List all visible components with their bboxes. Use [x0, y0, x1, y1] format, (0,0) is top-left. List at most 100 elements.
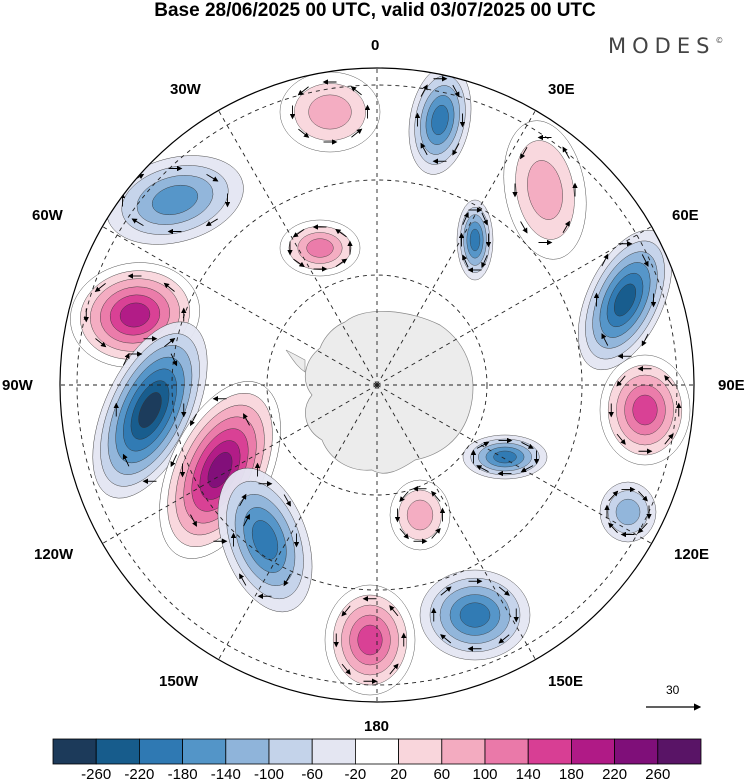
anomaly-pos-inner-160e [389, 479, 451, 551]
meridian-line [376, 384, 652, 544]
colorbar-swatch [138, 738, 183, 765]
graticule [60, 68, 694, 702]
colorbar-swatch [527, 738, 572, 765]
wind-arrow [239, 573, 247, 586]
colorbar-tick-label: -220 [124, 766, 155, 783]
wind-arrow [341, 663, 351, 675]
wind-arrow [462, 254, 469, 268]
lon-label-120w: 120W [34, 546, 74, 563]
wind-arrow [122, 453, 130, 467]
colorbar-swatch [268, 738, 313, 765]
brand-logo: MODES© [608, 34, 724, 58]
wind-arrow [498, 586, 510, 596]
colorbar-swatch [225, 738, 270, 765]
wind-arrow [452, 143, 460, 156]
wind-arrow [440, 586, 452, 596]
meridian-line [376, 110, 536, 386]
wind-arrow [440, 634, 452, 644]
colorbar-swatch [52, 738, 97, 765]
wind-arrow [562, 146, 570, 159]
wind-arrow [94, 283, 106, 293]
wind-arrow [608, 522, 618, 533]
colorbar-tick-label: -260 [81, 766, 112, 783]
wind-arrow [664, 433, 674, 445]
colorbar-swatch [95, 738, 140, 765]
anomaly-neg-60e [577, 229, 673, 371]
wind-arrow [350, 86, 362, 96]
map-border [59, 67, 695, 703]
wind-arrow [341, 605, 351, 617]
wind-arrow [399, 491, 409, 503]
colorbar-tick-label: -140 [210, 766, 241, 783]
colorbar-tick-label: 260 [645, 766, 671, 783]
wind-arrow [122, 352, 130, 366]
colorbar-swatch [441, 738, 486, 765]
colorbar-tick-label: -100 [253, 766, 285, 783]
map-title: Base 28/06/2025 00 UTC, valid 03/07/2025… [154, 0, 596, 21]
colorbar-swatch [354, 738, 399, 765]
wind-arrow [452, 84, 460, 98]
lon-label-120e: 120E [674, 546, 710, 563]
wind-arrow [335, 258, 348, 267]
wind-arrow [481, 212, 488, 226]
anomaly-neg-100w [92, 321, 208, 499]
meridian-line [218, 384, 378, 660]
lon-label-180: 180 [364, 718, 390, 735]
wind-arrow [637, 522, 648, 534]
wind-arrow [170, 454, 178, 468]
wind-arrow [476, 465, 489, 473]
wind-arrow [641, 333, 649, 347]
lon-label-30w: 30W [170, 81, 201, 98]
wind-arrow [298, 128, 310, 138]
antarctica-landmass [285, 310, 474, 474]
wind-arrow [292, 229, 305, 238]
colorbar-tick-label: 20 [390, 766, 407, 783]
wind-arrow [335, 228, 347, 238]
wind-arrow [431, 527, 441, 539]
wind-arrow [243, 513, 250, 527]
colorbar-tick-label: -180 [167, 766, 198, 783]
anomaly-pos-atlantic [279, 71, 381, 153]
meridian-line [102, 384, 378, 544]
wind-arrow [190, 514, 197, 527]
anomaly-pos-90e [599, 354, 691, 466]
wind-arrow [420, 142, 428, 156]
wind-arrow [520, 147, 528, 160]
colorbar-swatch [484, 738, 529, 765]
wind-arrow [562, 220, 570, 233]
wind-arrow [389, 663, 399, 675]
lon-label-150w: 150W [159, 673, 199, 690]
anomaly-pos-175e [324, 584, 416, 696]
lon-label-150e: 150E [548, 673, 584, 690]
wind-arrow [664, 375, 674, 387]
anomaly-pos-inner-30w [279, 219, 361, 277]
wind-arrow [190, 413, 197, 427]
wind-vectors [83, 76, 682, 684]
wind-arrow [239, 493, 247, 507]
lon-label-90e: 90E [718, 377, 745, 394]
wind-arrow [498, 634, 510, 644]
colorbar-swatch [398, 738, 443, 765]
wind-arrow [420, 84, 428, 97]
wind-arrow [206, 173, 219, 182]
colorbar-tick-label: 100 [472, 766, 498, 783]
colorbar [52, 738, 702, 765]
wind-arrow [243, 413, 250, 426]
colorbar-swatch [614, 738, 659, 765]
wind-arrow [521, 441, 534, 449]
latitude-circle [266, 274, 488, 496]
colorbar-tick-label: 140 [515, 766, 541, 783]
lon-label-30e: 30E [548, 81, 575, 98]
meridian-line [102, 226, 378, 386]
wind-arrow [164, 337, 176, 347]
wind-arrow [205, 218, 218, 227]
wind-arrow [170, 353, 178, 367]
wind-arrow [520, 221, 528, 234]
wind-arrow [163, 282, 175, 292]
wind-arrow [616, 375, 626, 387]
colorbar-swatch [182, 738, 227, 765]
wind-arrow [601, 253, 609, 267]
wind-arrow [481, 255, 488, 268]
meridian-line [218, 110, 378, 386]
